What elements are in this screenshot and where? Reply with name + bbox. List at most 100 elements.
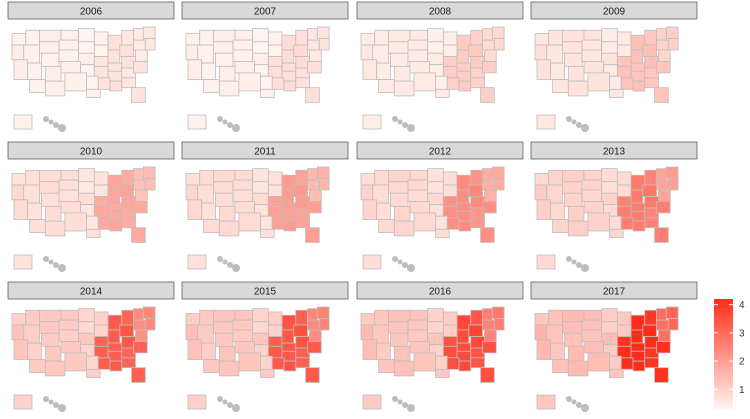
hawaii-island	[392, 396, 398, 402]
state-region	[309, 49, 322, 62]
state-region	[144, 318, 156, 331]
state-region	[238, 352, 261, 372]
state-region	[234, 341, 256, 354]
state-region	[644, 169, 657, 186]
state-region	[267, 336, 283, 347]
state-region	[409, 169, 429, 181]
state-region	[281, 189, 295, 204]
state-region	[389, 332, 409, 347]
state-region	[644, 77, 659, 89]
state-region	[214, 332, 234, 347]
state-region	[435, 228, 450, 238]
state-region	[260, 75, 273, 90]
hawaii-island	[222, 399, 228, 405]
state-region	[656, 168, 667, 181]
state-region	[656, 308, 667, 321]
state-region	[97, 357, 111, 370]
state-region	[25, 169, 40, 186]
state-region	[480, 87, 495, 103]
hawaii-island	[581, 264, 589, 272]
state-region	[548, 309, 563, 326]
state-region	[283, 220, 297, 232]
state-region	[491, 306, 505, 319]
state-region	[442, 336, 458, 347]
state-region	[281, 342, 297, 352]
state-region	[93, 31, 109, 46]
state-region	[295, 29, 308, 46]
state-region	[587, 352, 610, 372]
state-region	[656, 179, 669, 191]
state-region	[442, 56, 458, 67]
state-region	[58, 189, 80, 202]
state-region	[632, 220, 646, 232]
state-region	[305, 367, 320, 383]
state-region	[234, 29, 254, 41]
state-region	[388, 29, 411, 43]
hawaii-island	[53, 122, 59, 128]
facet-strip	[530, 1, 698, 20]
state-region	[376, 342, 391, 360]
hawaii-island	[222, 259, 228, 265]
state-region	[407, 179, 429, 191]
state-region	[144, 38, 156, 51]
alaska-inset	[13, 114, 33, 130]
state-region	[107, 329, 121, 344]
state-region	[654, 367, 669, 383]
state-region	[491, 166, 505, 179]
state-region	[39, 181, 60, 194]
state-region	[295, 169, 308, 186]
state-region	[360, 44, 374, 61]
facet-strip	[181, 141, 349, 160]
facet-panels: 2006 2007 2008 2009 2010 2011 2012 2013 2014 2015…	[7, 1, 698, 412]
state-region	[295, 217, 310, 229]
alaska-inset	[187, 114, 207, 130]
state-region	[232, 179, 254, 191]
state-region	[442, 311, 458, 326]
state-region	[656, 61, 671, 74]
state-region	[493, 318, 505, 331]
state-region	[58, 179, 80, 191]
state-region	[232, 49, 254, 62]
facet-strip-label: 2012	[429, 147, 452, 158]
state-region	[630, 189, 644, 204]
state-region	[362, 339, 378, 360]
state-region	[135, 189, 148, 202]
state-region	[309, 189, 322, 202]
state-region	[667, 178, 679, 191]
state-region	[616, 196, 632, 207]
state-region	[218, 80, 240, 97]
us-map	[534, 26, 679, 132]
state-region	[435, 368, 450, 378]
state-region	[214, 192, 234, 207]
state-region	[456, 329, 470, 344]
state-region	[44, 80, 66, 97]
state-region	[305, 87, 320, 103]
state-region	[133, 341, 148, 354]
facet-panel-2017: 2017	[530, 281, 698, 412]
state-region	[295, 357, 310, 369]
facet-strip-label: 2006	[80, 7, 103, 18]
state-region	[218, 360, 240, 377]
hawaii-island	[58, 264, 66, 272]
hawaii-island	[571, 259, 577, 265]
state-region	[656, 201, 671, 214]
state-region	[536, 59, 552, 80]
state-region	[218, 65, 236, 82]
state-region	[218, 205, 236, 222]
state-region	[456, 189, 470, 204]
state-region	[552, 79, 569, 94]
state-region	[64, 212, 87, 232]
state-region	[135, 49, 148, 62]
state-region	[133, 179, 146, 191]
state-region	[470, 169, 483, 186]
state-region	[11, 44, 25, 61]
state-region	[409, 61, 431, 74]
us-map	[534, 166, 679, 272]
state-region	[644, 217, 659, 229]
state-region	[435, 88, 450, 98]
hawaii-island	[227, 262, 233, 268]
state-region	[388, 181, 409, 194]
state-region	[427, 41, 444, 54]
state-region	[665, 306, 679, 319]
alaska-inset	[362, 254, 382, 270]
